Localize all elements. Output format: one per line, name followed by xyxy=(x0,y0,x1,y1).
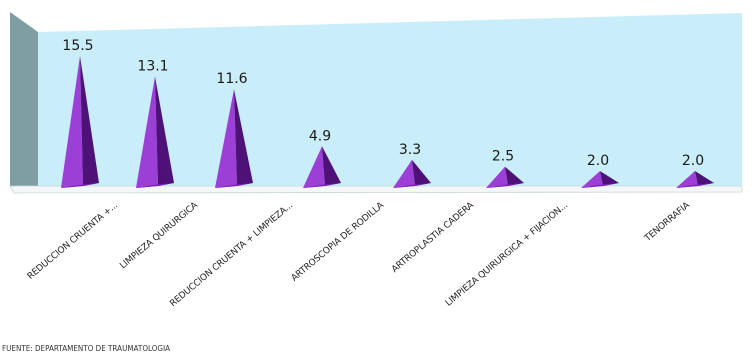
source-footnote: FUENTE: DEPARTAMENTO DE TRAUMATOLOGIA xyxy=(2,344,171,353)
bar-base xyxy=(676,183,714,188)
chart-value-labels: 15.5 13.1 11.6 4.9 3.3 2.5 2.0 2.0 xyxy=(62,38,704,169)
value-label: 2.0 xyxy=(587,153,609,169)
bar-face-left xyxy=(136,76,158,188)
bar-face-left xyxy=(676,170,698,188)
chart-tick-labels: REDUCCION CRUENTA +...LIMPIEZA QUIRURGIC… xyxy=(26,200,693,309)
bar-face-left xyxy=(61,56,83,188)
value-label: 2.0 xyxy=(682,153,704,169)
bar-face-right xyxy=(234,89,253,186)
chart-walls xyxy=(9,12,743,194)
side-wall xyxy=(10,12,38,186)
bar-5 xyxy=(486,166,524,188)
bar-base xyxy=(303,183,341,188)
chart-bars xyxy=(61,56,714,188)
bar-face-left xyxy=(486,166,508,188)
bar-4 xyxy=(393,159,431,188)
tick-label: ARTROSCOPIA DE RODILLA xyxy=(290,200,387,284)
bar-face-right xyxy=(322,146,341,186)
value-label: 2.5 xyxy=(492,149,514,165)
value-label: 4.9 xyxy=(309,128,331,144)
bar-face-left xyxy=(581,170,603,188)
tick-label: LIMPIEZA QUIRURGICA xyxy=(118,200,200,271)
floor xyxy=(9,185,743,194)
bar-6 xyxy=(581,170,619,188)
bar-face-right xyxy=(695,170,714,186)
value-label: 11.6 xyxy=(216,71,247,87)
value-label: 3.3 xyxy=(399,142,421,158)
bar-face-left xyxy=(215,89,237,188)
bar-face-left xyxy=(303,146,325,188)
tick-label: TENORRAFIA xyxy=(642,200,692,245)
tick-label: REDUCCION CRUENTA +... xyxy=(26,201,120,282)
bar-face-right xyxy=(412,159,431,186)
bar-base xyxy=(215,183,253,188)
value-label: 15.5 xyxy=(62,38,93,54)
bar-face-left xyxy=(393,159,415,188)
value-label: 13.1 xyxy=(137,58,168,74)
bar-3 xyxy=(303,146,341,188)
bar-base xyxy=(486,183,524,188)
bar-face-right xyxy=(80,56,99,186)
bar-base xyxy=(61,183,99,188)
bar-base xyxy=(136,183,174,188)
bar-face-right xyxy=(505,166,524,186)
bar-1 xyxy=(136,76,174,188)
bar-face-right xyxy=(600,170,619,186)
back-wall xyxy=(38,13,742,186)
bar-face-right xyxy=(155,76,174,186)
bar-2 xyxy=(215,89,253,188)
bar-base xyxy=(581,183,619,188)
bar-base xyxy=(393,183,431,188)
bar-7 xyxy=(676,170,714,188)
bar-0 xyxy=(61,56,99,188)
tick-label: ARTROPLASTIA CADERA xyxy=(390,200,477,275)
